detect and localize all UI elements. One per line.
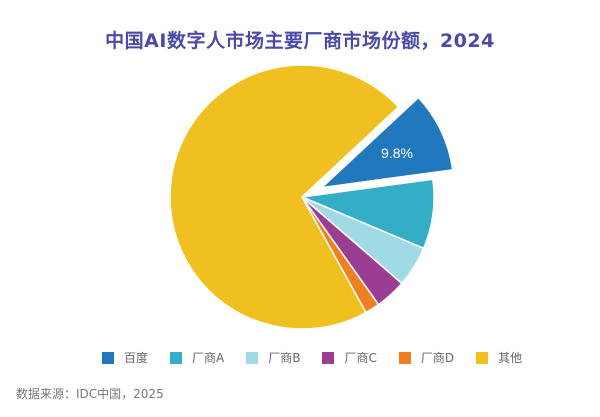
data-source-note: 数据来源：IDC中国，2025 (16, 387, 164, 401)
legend-item-others[interactable]: 其他 (476, 349, 522, 366)
pie-slice-5[interactable] (169, 64, 400, 330)
swatch-icon (170, 351, 183, 364)
legend-label: 厂商D (420, 351, 455, 365)
chart-title: 中国AI数字人市场主要厂商市场份额，2024 (105, 30, 495, 52)
pie-slices (169, 64, 454, 330)
legend-item-vendor-b[interactable]: 厂商B (246, 349, 300, 366)
legend-label: 其他 (498, 351, 523, 365)
legend-item-vendor-a[interactable]: 厂商A (170, 349, 224, 366)
pie-slice-0[interactable] (319, 96, 454, 189)
swatch-icon (246, 351, 259, 364)
legend-label: 厂商B (268, 351, 301, 365)
legend-label: 厂商C (344, 351, 377, 365)
swatch-icon (102, 351, 114, 364)
legend-label: 百度 (124, 351, 149, 365)
slice-label-baidu: 9.8% (381, 145, 413, 161)
legend: 百度 厂商A 厂商B 厂商C 厂商D 其他 (102, 349, 544, 366)
swatch-icon (398, 351, 411, 364)
legend-label: 厂商A (192, 351, 225, 365)
swatch-icon (476, 351, 489, 364)
legend-item-baidu[interactable]: 百度 (102, 349, 148, 366)
swatch-icon (322, 351, 335, 364)
legend-item-vendor-c[interactable]: 厂商C (322, 349, 377, 366)
legend-item-vendor-d[interactable]: 厂商D (398, 349, 455, 366)
